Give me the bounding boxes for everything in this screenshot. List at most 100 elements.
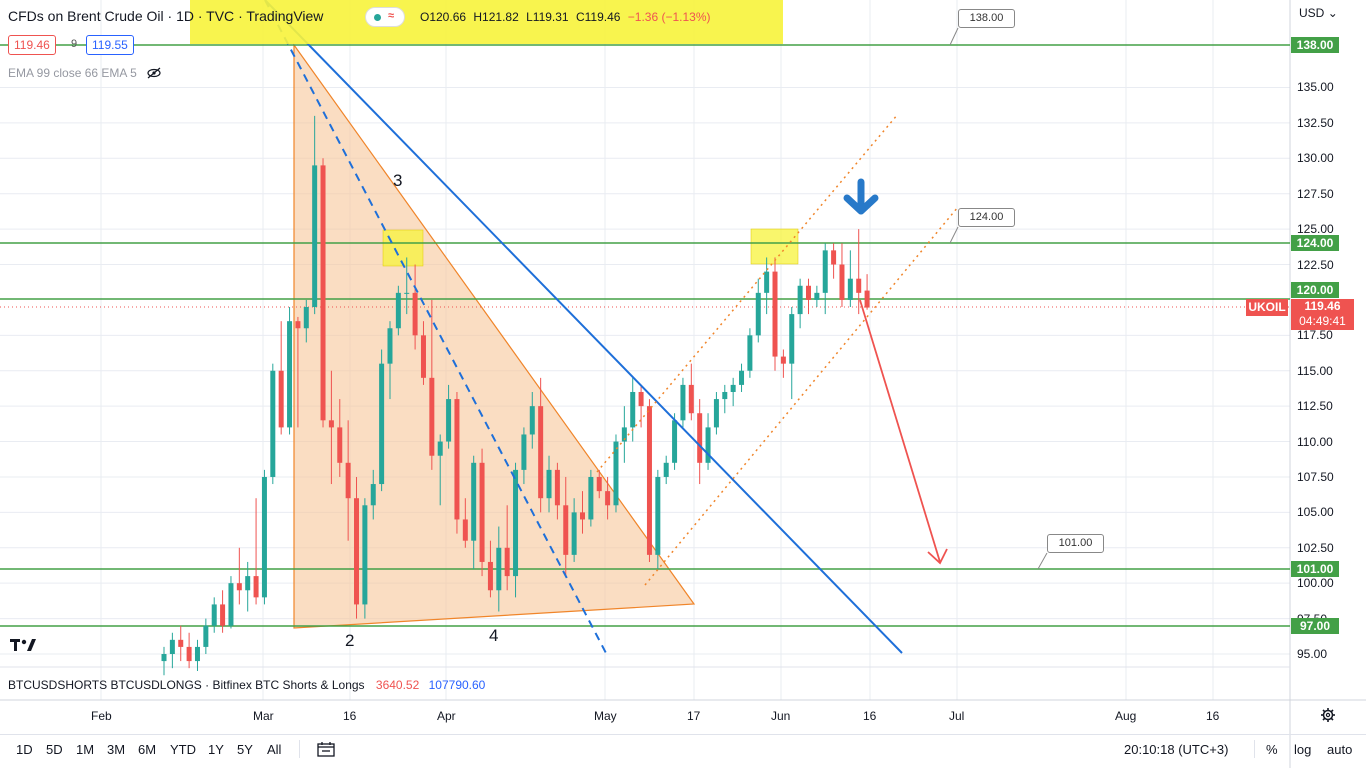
ema-legend[interactable]: EMA 99 close 66 EMA 5 [8, 66, 162, 80]
market-status-pill[interactable]: ≈ [365, 7, 405, 27]
time-label-apr: Apr [437, 709, 456, 723]
candle-up [722, 391, 728, 400]
header-separator: · [197, 8, 203, 24]
candle-down [337, 427, 343, 463]
candle-down [805, 285, 811, 300]
candle-down [605, 491, 611, 506]
candle-down [354, 498, 360, 605]
candle-up [203, 625, 209, 647]
level-tag-120: 120.00 [1291, 282, 1339, 298]
candle-up [822, 250, 828, 293]
toolbar-divider [299, 740, 300, 758]
time-label-may: May [594, 709, 617, 723]
range-button-1m[interactable]: 1M [76, 742, 95, 757]
callout-101[interactable]: 101.00 [1047, 534, 1104, 553]
range-button-6m[interactable]: 6M [138, 742, 157, 757]
price-axis-label: 115.00 [1297, 363, 1333, 378]
candle-up [739, 370, 745, 385]
buy-button[interactable]: 119.55 [86, 35, 134, 55]
candle-up [672, 420, 678, 463]
candle-up [613, 441, 619, 506]
candle-down [697, 413, 703, 463]
ohlc-values: O120.66 H121.82 L119.31 C119.46 −1.36 (−… [420, 10, 715, 24]
candle-up [571, 512, 577, 555]
range-button-1d[interactable]: 1D [16, 742, 33, 757]
price-axis-label: 135.00 [1297, 80, 1334, 95]
candle-up [312, 165, 318, 308]
candle-down [236, 583, 242, 591]
candle-up [588, 476, 594, 520]
eye-hidden-icon[interactable] [146, 67, 162, 79]
candle-up [713, 399, 719, 428]
candle-up [814, 292, 820, 300]
ohlc-close: C119.46 [575, 10, 621, 24]
candle-up [705, 427, 711, 463]
triangle-pattern [293, 43, 696, 629]
range-button-1y[interactable]: 1Y [208, 742, 224, 757]
candle-up [730, 384, 736, 392]
candle-up [471, 462, 477, 541]
callout-124[interactable]: 124.00 [958, 208, 1015, 227]
candle-up [303, 307, 309, 329]
sell-button[interactable]: 119.46 [8, 35, 56, 55]
channel-lower [644, 206, 959, 586]
candle-down [780, 356, 786, 364]
auto-scale-toggle[interactable]: auto [1327, 742, 1353, 757]
price-axis-label: 132.50 [1297, 115, 1334, 130]
range-button-5y[interactable]: 5Y [237, 742, 253, 757]
price-axis-label: 122.50 [1297, 257, 1334, 272]
price-axis-label: 100.00 [1297, 576, 1334, 591]
candle-up [446, 399, 452, 442]
candle-up [630, 391, 636, 428]
date-range-icon[interactable] [317, 741, 335, 757]
candle-down [345, 462, 351, 499]
header-highlight [190, 0, 783, 44]
level-tag-101: 101.00 [1291, 561, 1339, 577]
settings-gear-icon[interactable] [1320, 707, 1336, 723]
ohlc-low: L119.31 [526, 10, 569, 24]
symbol-title[interactable]: CFDs on Brent Crude Oil · 1D · TVC · Tra… [8, 8, 323, 24]
candle-up [404, 292, 410, 294]
candle-down [487, 561, 493, 591]
candle-down [688, 384, 694, 414]
candle-down [839, 264, 845, 300]
log-scale-toggle[interactable]: log [1294, 742, 1312, 757]
candle-up [370, 484, 376, 506]
ohlc-open: O120.66 [420, 10, 467, 24]
candle-down [178, 639, 184, 647]
level-tag-138: 138.00 [1291, 37, 1339, 53]
callout-stem-138 [949, 27, 959, 46]
price-axis-label: 127.50 [1297, 186, 1334, 201]
time-label-jul: Jul [949, 709, 965, 723]
range-button-5d[interactable]: 5D [46, 742, 63, 757]
range-button-ytd[interactable]: YTD [170, 742, 196, 757]
range-button-3m[interactable]: 3M [107, 742, 126, 757]
price-axis-label: 102.50 [1297, 540, 1334, 555]
candle-down [596, 476, 602, 492]
clock-timezone[interactable]: 20:10:18 (UTC+3) [1124, 742, 1229, 757]
price-axis-label: 130.00 [1297, 151, 1334, 166]
percent-scale-toggle[interactable]: % [1266, 742, 1278, 757]
candle-down [220, 604, 226, 626]
candle-up [521, 434, 527, 470]
candle-down [278, 370, 284, 428]
trendline-solid [264, 0, 903, 654]
data-delay-icon: ≈ [388, 10, 395, 22]
candle-down [864, 290, 870, 308]
ohlc-change: −1.36 (−1.13%) [627, 10, 711, 24]
candle-down [328, 420, 334, 428]
callout-138[interactable]: 138.00 [958, 9, 1015, 28]
candle-up [513, 469, 519, 577]
tradingview-logo-icon[interactable] [10, 637, 38, 657]
bar-countdown: 04:49:41 [1299, 314, 1346, 328]
currency-selector[interactable]: USD ⌄ [1299, 6, 1338, 20]
time-label-mar: Mar [253, 709, 274, 723]
candle-down [420, 335, 426, 378]
range-button-all[interactable]: All [267, 742, 282, 757]
time-label-jun-16: 16 [863, 709, 877, 723]
market-open-icon [374, 14, 381, 21]
indicator-legend[interactable]: BTCUSDSHORTS BTCUSDLONGS · Bitfinex BTC … [8, 678, 485, 692]
price-axis-label: 112.50 [1297, 399, 1333, 414]
